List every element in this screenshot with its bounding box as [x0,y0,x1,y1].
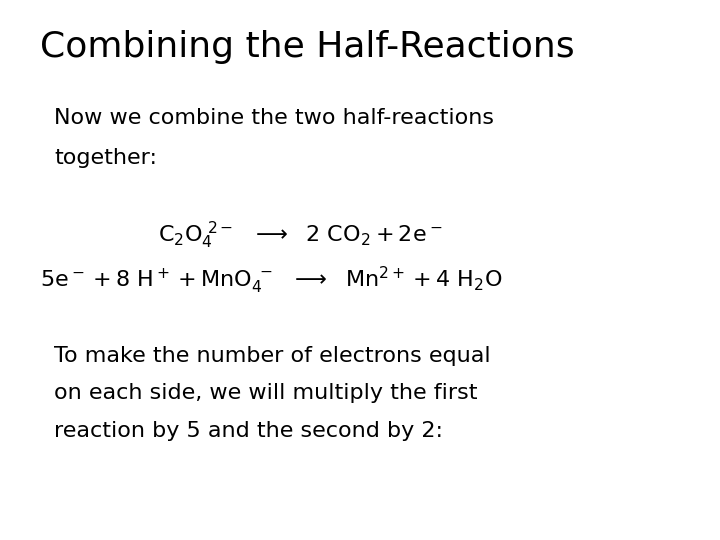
Text: $\mathregular{C_2O_4^{\ 2-}}$  $\mathregular{{\longrightarrow}}$  $\mathregular{: $\mathregular{C_2O_4^{\ 2-}}$ $\mathregu… [158,219,443,251]
Text: together:: together: [54,148,157,168]
Text: on each side, we will multiply the first: on each side, we will multiply the first [54,383,477,403]
Text: To make the number of electrons equal: To make the number of electrons equal [54,346,490,366]
Text: Combining the Half-Reactions: Combining the Half-Reactions [40,30,575,64]
Text: reaction by 5 and the second by 2:: reaction by 5 and the second by 2: [54,421,443,441]
Text: $\mathregular{5e^- + 8\ H^+ + MnO_4^{\ -}}$  $\mathregular{{\longrightarrow}}$  : $\mathregular{5e^- + 8\ H^+ + MnO_4^{\ -… [40,265,503,296]
Text: Now we combine the two half-reactions: Now we combine the two half-reactions [54,108,494,128]
